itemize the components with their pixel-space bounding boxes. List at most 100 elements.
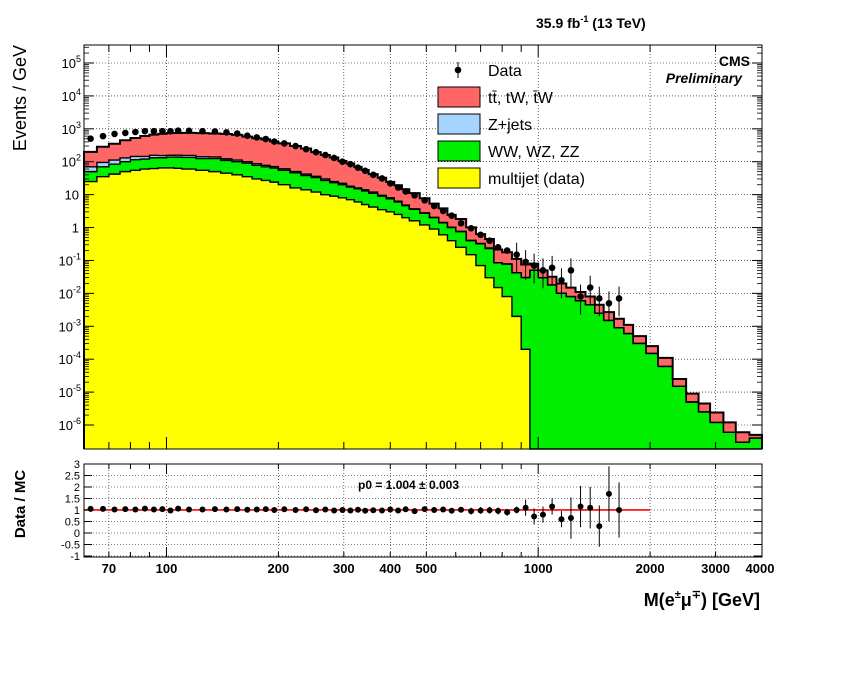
data-point [567,267,575,274]
data-point [312,148,320,156]
data-point [586,284,594,291]
ratio-point [549,503,556,510]
ratio-point [402,506,409,513]
data-point [141,127,149,135]
main-y-tick-label: 105 [62,54,81,71]
data-point [539,267,547,274]
ratio-point [100,505,107,512]
data-point [185,127,193,135]
ratio-point [234,506,241,513]
data-point [558,276,565,284]
ratio-point [122,506,129,513]
ratio-point [354,506,361,513]
data-point [322,151,329,159]
ratio-point [175,505,182,512]
preliminary-label: Preliminary [666,70,743,86]
legend-label-data: Data [488,63,522,80]
x-tick-label: 4000 [746,561,775,576]
ratio-point [558,516,565,523]
x-tick-label: 1000 [524,561,553,576]
ratio-point [616,507,623,513]
data-point [233,130,241,137]
legend-swatch-3 [437,86,481,108]
ratio-point [322,506,329,513]
data-point [430,202,438,210]
data-point [122,129,129,137]
data-point [467,224,475,232]
ratio-point [531,513,538,520]
data-point [605,299,613,307]
ratio-y-axis-label: Data / MC [12,470,29,539]
ratio-point [339,507,346,513]
ratio-y-tick-label: 1 [74,505,80,517]
ratio-point [605,490,612,497]
data-point [111,130,118,138]
data-point [150,127,158,135]
data-point [530,262,538,269]
ratio-y-tick-label: -0.5 [61,540,80,552]
ratio-point [596,523,603,530]
main-plot: 10-6 10-5 10-4 10-3 10-2 10-1 1 10 102 103 104 105 [59,44,763,450]
ratio-point [567,515,574,522]
x-tick-label: 300 [333,561,355,576]
ratio-point [513,507,520,513]
data-point [394,184,402,191]
ratio-point [211,506,218,513]
ratio-point [150,506,157,513]
lumi-label: 35.9 fb-1 (13 TeV) [536,14,646,31]
data-point [595,295,603,302]
data-point [486,237,493,244]
data-point [87,135,94,143]
data-point [159,127,166,135]
ratio-point [587,504,594,511]
legend-label-3: tt̄, tW, t̄W [488,90,554,107]
ratio-point [468,508,475,515]
ratio-y-tick-label: 3 [74,459,80,471]
ratio-point [223,506,230,513]
ratio-point [271,507,278,513]
stack-outline-3 [83,131,763,449]
data-point [99,132,107,140]
data-point [223,129,230,136]
ratio-y-tick-label: 2.5 [65,471,80,483]
ratio-point [303,506,310,513]
data-point [421,197,428,204]
main-y-tick-label: 10 [65,188,79,203]
stack-area-0 [84,167,762,449]
x-tick-label: 100 [156,561,178,576]
ratio-point [504,509,511,516]
data-point [339,158,346,166]
ratio-point [281,506,288,513]
legend: Data tt̄, tW, t̄W Z+jets WW, WZ, ZZ multijet… [437,62,585,189]
ratio-point [253,506,260,513]
legend-swatch-0 [437,167,481,189]
main-y-tick-label: 103 [62,120,81,137]
data-point [457,219,465,227]
ratio-point [262,506,269,513]
ratio-point [522,504,529,511]
ratio-point [312,507,319,514]
ratio-point [347,507,354,514]
data-point [199,127,206,135]
ratio-point [431,507,438,513]
ratio-point [486,507,493,514]
ratio-point [362,507,369,514]
ratio-point [331,507,338,514]
x-tick-label: 400 [379,561,401,576]
data-point [522,258,529,266]
ratio-point [440,506,447,513]
ratio-point [495,507,502,514]
x-tick-label: 2000 [636,561,665,576]
data-point [386,180,394,187]
data-point [302,145,310,153]
stack-outline-2 [83,154,763,449]
ratio-point [87,505,94,512]
data-point [448,212,455,219]
ratio-point [395,507,402,514]
ratio-point [292,507,299,513]
data-point [361,167,369,175]
data-point [253,134,261,141]
ratio-point [477,507,484,514]
x-tick-label: 70 [102,561,116,576]
legend-swatch-2 [437,113,481,135]
